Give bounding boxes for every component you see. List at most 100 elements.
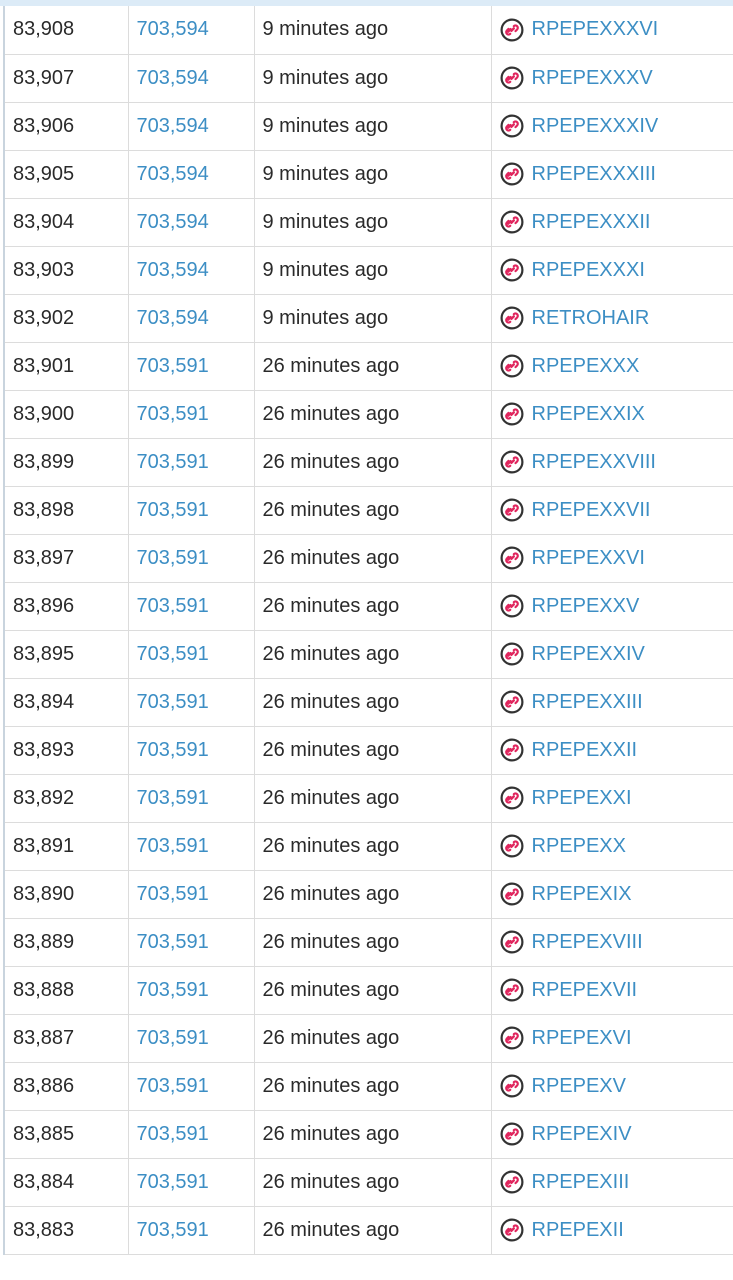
block-link[interactable]: 703,594 — [128, 54, 255, 103]
issuance-time: 26 minutes ago — [254, 630, 492, 679]
block-link[interactable]: 703,594 — [128, 294, 255, 343]
issuance-id: 83,897 — [4, 534, 129, 583]
issuance-time: 26 minutes ago — [254, 1206, 492, 1255]
asset-link[interactable]: RPEPEXXVII — [500, 498, 733, 522]
asset-link[interactable]: RPEPEXX — [500, 834, 733, 858]
block-link[interactable]: 703,591 — [128, 534, 255, 583]
issuance-time: 9 minutes ago — [254, 6, 492, 55]
asset-link[interactable]: RPEPEXXIV — [500, 642, 733, 666]
asset-link[interactable]: RPEPEXVI — [500, 1026, 733, 1050]
block-link[interactable]: 703,591 — [128, 822, 255, 871]
asset-link[interactable]: RPEPEXVII — [500, 978, 733, 1002]
block-link[interactable]: 703,591 — [128, 1158, 255, 1207]
block-link[interactable]: 703,594 — [128, 150, 255, 199]
asset-link[interactable]: RPEPEXXVIII — [500, 450, 733, 474]
asset-name: RPEPEXXXIV — [531, 114, 659, 137]
asset-cell: RPEPEXV — [491, 1062, 733, 1111]
chain-link-icon — [500, 258, 524, 282]
chain-link-icon — [500, 1170, 524, 1194]
chain-link-icon — [500, 1026, 524, 1050]
asset-link[interactable]: RPEPEXXXIV — [500, 114, 733, 138]
block-link[interactable]: 703,591 — [128, 1062, 255, 1111]
asset-cell: RPEPEXXVII — [491, 486, 733, 535]
block-link[interactable]: 703,591 — [128, 582, 255, 631]
table-header-strip — [0, 0, 733, 6]
chain-link-icon — [500, 162, 524, 186]
asset-cell: RPEPEXXIV — [491, 630, 733, 679]
block-link[interactable]: 703,591 — [128, 678, 255, 727]
asset-cell: RPEPEXX — [491, 822, 733, 871]
asset-cell: RPEPEXXVI — [491, 534, 733, 583]
asset-link[interactable]: RPEPEXXXI — [500, 258, 733, 282]
asset-link[interactable]: RPEPEXXVI — [500, 546, 733, 570]
asset-link[interactable]: RPEPEXIII — [500, 1170, 733, 1194]
block-link[interactable]: 703,591 — [128, 1206, 255, 1255]
table-row: 83,886 703,591 26 minutes ago RPEPEXV — [4, 1062, 733, 1111]
asset-link[interactable]: RPEPEXIV — [500, 1122, 733, 1146]
block-link[interactable]: 703,591 — [128, 726, 255, 775]
asset-cell: RPEPEXIX — [491, 870, 733, 919]
issuance-id: 83,907 — [4, 54, 129, 103]
block-link[interactable]: 703,591 — [128, 774, 255, 823]
block-link[interactable]: 703,594 — [128, 6, 255, 55]
issuance-id: 83,906 — [4, 102, 129, 151]
asset-link[interactable]: RPEPEXVIII — [500, 930, 733, 954]
issuance-time: 26 minutes ago — [254, 870, 492, 919]
issuance-time: 9 minutes ago — [254, 150, 492, 199]
asset-link[interactable]: RETROHAIR — [500, 306, 733, 330]
chain-link-icon — [500, 450, 524, 474]
asset-link[interactable]: RPEPEXXII — [500, 738, 733, 762]
asset-link[interactable]: RPEPEXIX — [500, 882, 733, 906]
issuance-id: 83,887 — [4, 1014, 129, 1063]
chain-link-icon — [500, 114, 524, 138]
block-link[interactable]: 703,591 — [128, 438, 255, 487]
block-link[interactable]: 703,594 — [128, 246, 255, 295]
table-row: 83,883 703,591 26 minutes ago RPEPEXII — [4, 1206, 733, 1255]
asset-name: RPEPEXVIII — [531, 930, 643, 953]
block-link[interactable]: 703,591 — [128, 870, 255, 919]
block-link[interactable]: 703,591 — [128, 486, 255, 535]
block-link[interactable]: 703,591 — [128, 630, 255, 679]
asset-link[interactable]: RPEPEXXXII — [500, 210, 733, 234]
asset-link[interactable]: RPEPEXXI — [500, 786, 733, 810]
issuance-time: 26 minutes ago — [254, 1014, 492, 1063]
asset-link[interactable]: RPEPEXII — [500, 1218, 733, 1242]
block-link[interactable]: 703,594 — [128, 102, 255, 151]
chain-link-icon — [500, 498, 524, 522]
chain-link-icon — [500, 594, 524, 618]
asset-link[interactable]: RPEPEXXXVI — [500, 18, 733, 42]
chain-link-icon — [500, 66, 524, 90]
asset-cell: RPEPEXXX — [491, 342, 733, 391]
asset-link[interactable]: RPEPEXXV — [500, 594, 733, 618]
issuance-time: 26 minutes ago — [254, 678, 492, 727]
block-link[interactable]: 703,594 — [128, 198, 255, 247]
block-link[interactable]: 703,591 — [128, 966, 255, 1015]
block-link[interactable]: 703,591 — [128, 1014, 255, 1063]
issuance-time: 26 minutes ago — [254, 342, 492, 391]
asset-link[interactable]: RPEPEXXIX — [500, 402, 733, 426]
block-link[interactable]: 703,591 — [128, 918, 255, 967]
asset-link[interactable]: RPEPEXXIII — [500, 690, 733, 714]
asset-name: RPEPEXX — [531, 834, 626, 857]
asset-name: RPEPEXXXV — [531, 66, 653, 89]
asset-link[interactable]: RPEPEXV — [500, 1074, 733, 1098]
asset-name: RPEPEXII — [531, 1218, 624, 1241]
asset-link[interactable]: RPEPEXXXIII — [500, 162, 733, 186]
chain-link-icon — [500, 306, 524, 330]
chain-link-icon — [500, 1122, 524, 1146]
asset-name: RPEPEXXXVI — [531, 18, 659, 41]
table-row: 83,901 703,591 26 minutes ago RPEPEXXX — [4, 342, 733, 391]
table-row: 83,904 703,594 9 minutes ago RPEPEXXXII — [4, 198, 733, 247]
asset-cell: RPEPEXXIX — [491, 390, 733, 439]
block-link[interactable]: 703,591 — [128, 1110, 255, 1159]
table-row: 83,898 703,591 26 minutes ago RPEPEXXVII — [4, 486, 733, 535]
block-link[interactable]: 703,591 — [128, 342, 255, 391]
chain-link-icon — [500, 786, 524, 810]
asset-cell: RPEPEXXV — [491, 582, 733, 631]
asset-link[interactable]: RPEPEXXXV — [500, 66, 733, 90]
issuance-id: 83,905 — [4, 150, 129, 199]
asset-link[interactable]: RPEPEXXX — [500, 354, 733, 378]
issuance-id: 83,898 — [4, 486, 129, 535]
issuance-time: 26 minutes ago — [254, 966, 492, 1015]
block-link[interactable]: 703,591 — [128, 390, 255, 439]
